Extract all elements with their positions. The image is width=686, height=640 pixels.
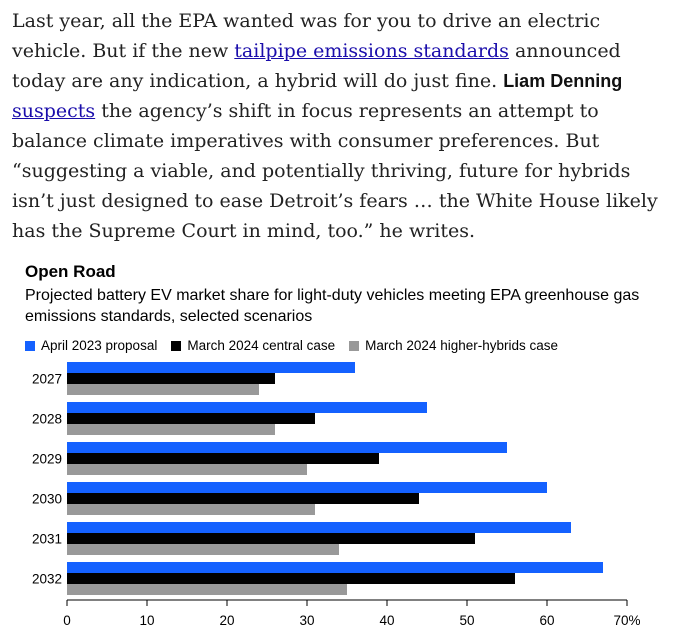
bar-2029-series-0 [67,442,507,453]
legend-item-april-2023: April 2023 proposal [25,338,157,353]
article-paragraph: Last year, all the EPA wanted was for yo… [12,6,677,246]
x-tick-label: 10 [139,613,154,628]
suspects-link[interactable]: suspects [12,100,96,122]
y-tick-label: 2027 [32,372,62,387]
y-tick-label: 2032 [32,572,62,587]
tailpipe-standards-link[interactable]: tailpipe emissions standards [234,40,509,62]
bar-2027-series-2 [67,384,259,395]
legend-label: March 2024 central case [187,338,336,353]
legend-label: March 2024 higher-hybrids case [365,338,559,353]
legend-item-higher-hybrids: March 2024 higher-hybrids case [349,338,558,353]
bar-2030-series-2 [67,504,315,515]
bar-2031-series-1 [67,533,475,544]
legend-swatch-black [171,340,182,351]
bar-2030-series-1 [67,493,419,504]
x-tick-label: 50 [459,613,474,628]
bar-2028-series-1 [67,413,315,424]
article-text-2: announced today are any indication, a hy… [12,40,621,92]
article-text-1: Last year, all the EPA wanted was for yo… [12,10,601,62]
x-tick-label: 70% [613,613,640,628]
bar-2030-series-0 [67,482,547,493]
bar-2031-series-2 [67,544,339,555]
author-name: Liam Denning [503,71,623,91]
legend-swatch-gray [349,340,360,351]
bar-2032-series-0 [67,562,603,573]
legend-swatch-blue [25,340,35,351]
x-tick-label: 20 [219,613,234,628]
chart-title: Open Road [25,262,116,281]
y-tick-label: 2031 [32,532,62,547]
bar-2028-series-2 [67,424,275,435]
x-tick-label: 0 [63,613,71,628]
bar-2029-series-2 [67,464,307,475]
x-tick-label: 40 [379,613,394,628]
chart-legend: April 2023 proposal March 2024 central c… [25,338,558,353]
bar-2029-series-1 [67,453,379,464]
chart-subtitle: Projected battery EV market share for li… [25,287,640,325]
bar-2027-series-0 [67,362,355,373]
bar-2032-series-2 [67,584,347,595]
bar-2031-series-0 [67,522,571,533]
y-tick-label: 2029 [32,452,62,467]
bar-2028-series-0 [67,402,427,413]
article-text-4: the agency’s shift in focus represents a… [12,100,658,242]
legend-item-central-case: March 2024 central case [171,338,335,353]
x-tick-label: 60 [539,613,554,628]
legend-label: April 2023 proposal [41,338,158,353]
bar-2032-series-1 [67,573,515,584]
y-tick-label: 2030 [32,492,62,507]
y-tick-label: 2028 [32,412,62,427]
bar-2027-series-1 [67,373,275,384]
x-tick-label: 30 [299,613,314,628]
